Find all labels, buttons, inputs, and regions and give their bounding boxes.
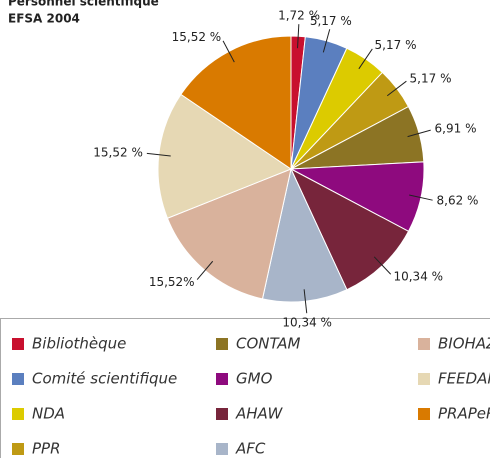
leader-line — [358, 48, 373, 70]
legend-swatch — [216, 408, 228, 420]
data-label: 15,52 % — [172, 30, 222, 44]
leader-line — [386, 80, 407, 97]
legend-swatch — [12, 408, 24, 420]
data-label: 1,72 % — [278, 9, 320, 23]
legend-box — [0, 318, 490, 458]
chart-title: Personnel scientifique — [8, 0, 159, 9]
legend-swatch — [216, 373, 228, 385]
legend-swatch — [418, 408, 430, 420]
data-label: 5,17 % — [375, 38, 417, 52]
data-label: 8,62 % — [437, 194, 479, 208]
data-label: 10,34 % — [393, 270, 443, 284]
leader-line — [303, 289, 308, 314]
leader-line — [146, 152, 171, 157]
data-label: 15,52 % — [93, 145, 143, 159]
legend-label: PRAPeR — [438, 405, 490, 423]
legend-label: AFC — [235, 440, 266, 458]
data-label: 6,91 % — [435, 122, 477, 136]
legend-swatch — [12, 338, 24, 350]
legend-label: Bibliothèque — [32, 335, 126, 353]
legend-label: PPR — [32, 440, 61, 458]
data-label: 5,17 % — [310, 14, 352, 28]
legend-label: NDA — [32, 405, 65, 423]
data-label: 15,52% — [149, 275, 195, 289]
legend-swatch — [418, 338, 430, 350]
leader-line — [196, 260, 214, 280]
legend-swatch — [418, 373, 430, 385]
leader-line — [373, 256, 392, 275]
legend-label: Comité scientifique — [32, 370, 177, 388]
leader-line — [322, 29, 331, 53]
leader-line — [409, 194, 433, 201]
legend-swatch — [12, 443, 24, 455]
legend-label: GMO — [236, 370, 273, 388]
data-label: 5,17 % — [410, 71, 452, 85]
legend-label: CONTAM — [236, 335, 301, 353]
leader-line — [297, 24, 300, 49]
legend-swatch — [12, 373, 24, 385]
leader-line — [222, 40, 235, 63]
legend-swatch — [216, 338, 228, 350]
legend-swatch — [216, 443, 228, 455]
legend-label: AHAW — [235, 405, 284, 423]
chart-subtitle: EFSA 2004 — [8, 12, 80, 26]
legend-label: BIOHAZ — [438, 335, 490, 353]
leader-line — [407, 129, 431, 138]
data-label: 10,34 % — [282, 316, 332, 330]
